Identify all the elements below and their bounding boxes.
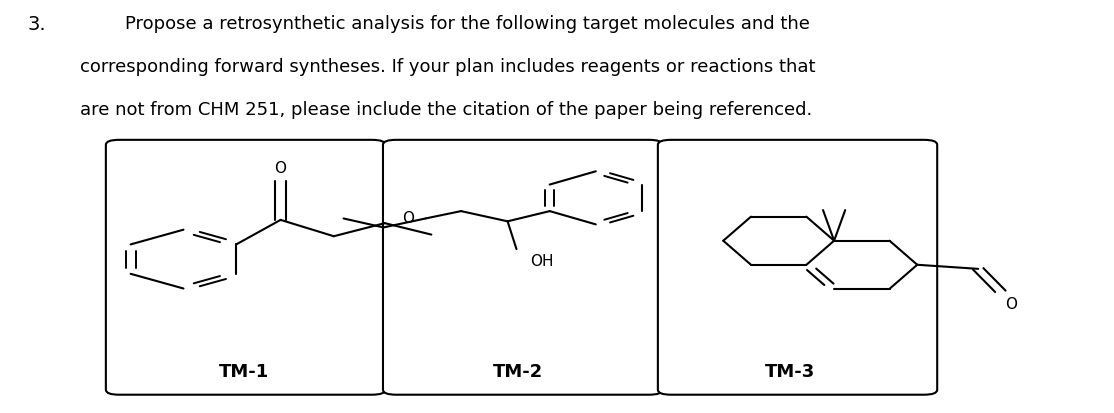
Text: O: O: [274, 161, 286, 176]
FancyBboxPatch shape: [106, 140, 385, 395]
FancyBboxPatch shape: [383, 140, 663, 395]
Text: TM-1: TM-1: [219, 362, 270, 380]
Text: O: O: [402, 210, 413, 225]
Text: corresponding forward syntheses. If your plan includes reagents or reactions tha: corresponding forward syntheses. If your…: [80, 58, 815, 76]
Text: Propose a retrosynthetic analysis for the following target molecules and the: Propose a retrosynthetic analysis for th…: [125, 15, 810, 33]
Text: TM-3: TM-3: [764, 362, 815, 380]
Text: O: O: [1005, 297, 1017, 311]
Text: are not from CHM 251, please include the citation of the paper being referenced.: are not from CHM 251, please include the…: [80, 100, 812, 119]
Text: 3.: 3.: [27, 15, 46, 34]
Text: OH: OH: [530, 254, 554, 268]
FancyBboxPatch shape: [658, 140, 937, 395]
Text: TM-2: TM-2: [494, 362, 544, 380]
